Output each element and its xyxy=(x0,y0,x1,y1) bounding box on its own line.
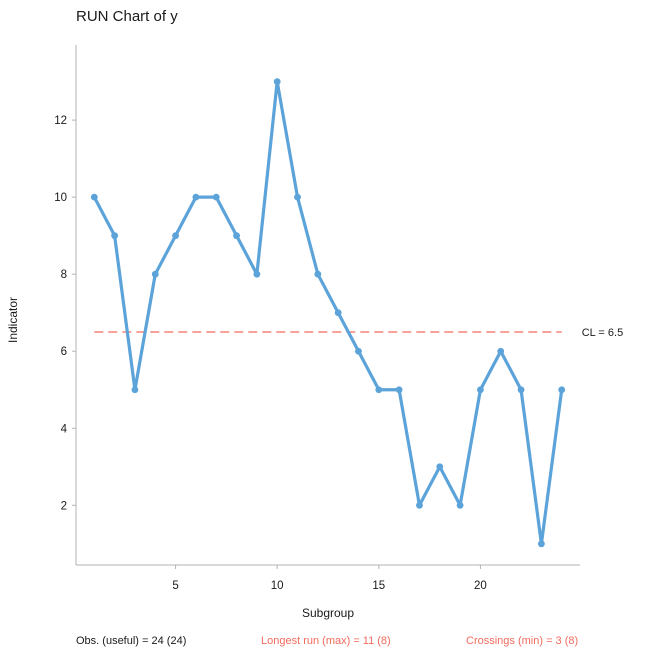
data-point xyxy=(395,386,403,394)
data-point xyxy=(517,386,525,394)
data-point xyxy=(212,193,220,201)
y-ticks: 2 4 6 8 10 12 xyxy=(54,115,76,512)
x-tick-label: 15 xyxy=(372,580,385,592)
data-point xyxy=(558,386,566,394)
x-tick-label: 20 xyxy=(474,580,487,592)
y-tick-label: 4 xyxy=(61,423,68,435)
axes xyxy=(75,45,580,566)
data-point xyxy=(314,270,322,278)
footer-longest-run: Longest run (max) = 11 (8) xyxy=(261,635,391,647)
data-point xyxy=(334,309,342,317)
footer-obs: Obs. (useful) = 24 (24) xyxy=(76,635,186,647)
data-point xyxy=(436,463,444,471)
x-tick-label: 10 xyxy=(271,580,284,592)
data-point xyxy=(233,232,240,240)
data-point xyxy=(273,78,281,85)
series-line-y xyxy=(92,79,564,546)
data-point xyxy=(131,386,139,394)
y-tick-label: 8 xyxy=(61,269,67,281)
data-point xyxy=(355,347,362,355)
data-point xyxy=(111,232,119,240)
data-point xyxy=(172,232,179,240)
data-point xyxy=(477,386,484,394)
data-point xyxy=(192,193,200,201)
x-axis-label: Subgroup xyxy=(302,606,354,620)
data-point xyxy=(294,193,301,201)
center-line-label: CL = 6.5 xyxy=(582,327,623,339)
data-points xyxy=(90,78,566,548)
x-tick-label: 5 xyxy=(172,580,178,592)
y-axis-label: Indicator xyxy=(6,297,20,343)
data-point xyxy=(456,501,464,509)
chart-title: RUN Chart of y xyxy=(76,8,178,25)
x-ticks: 5 10 15 20 xyxy=(172,565,487,592)
data-point xyxy=(537,540,545,548)
data-point xyxy=(416,501,423,509)
footer-crossings: Crossings (min) = 3 (8) xyxy=(466,635,578,647)
data-point xyxy=(375,386,383,394)
y-tick-label: 10 xyxy=(54,192,67,204)
y-tick-label: 6 xyxy=(61,346,67,358)
data-point xyxy=(151,270,159,278)
data-point xyxy=(497,347,505,355)
data-point xyxy=(253,270,261,278)
y-tick-label: 12 xyxy=(54,115,67,127)
y-tick-label: 2 xyxy=(61,500,67,512)
data-point xyxy=(90,193,98,201)
